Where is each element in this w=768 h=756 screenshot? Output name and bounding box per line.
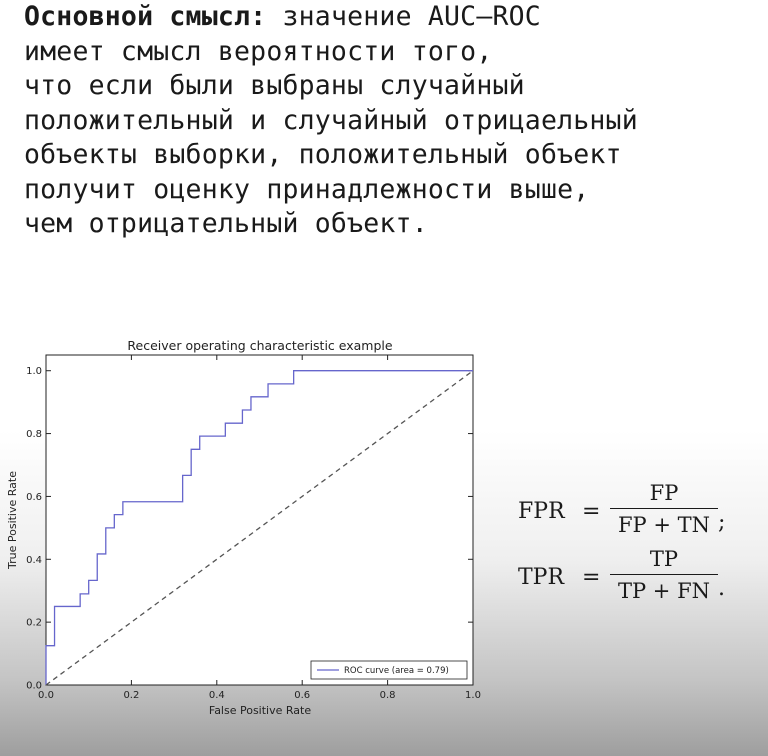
- y-tick-label-1: 0.2: [26, 618, 42, 629]
- x-tick-label-2: 0.4: [209, 690, 225, 701]
- y-tick-label-3: 0.6: [26, 492, 42, 503]
- text-line-2: имеет смысл вероятности того,: [24, 35, 493, 67]
- tpr-denominator: TP + FN: [617, 579, 711, 603]
- fpr-fraction: FP FP + TN: [610, 480, 718, 538]
- series-layer: [45, 370, 474, 686]
- fpr-lhs: FPR: [518, 499, 565, 524]
- chart-title: Receiver operating characteristic exampl…: [127, 338, 393, 353]
- y-tick-label-5: 1.0: [26, 366, 42, 377]
- y-tick-label-4: 0.8: [26, 429, 42, 440]
- y-tick-label-2: 0.4: [26, 555, 42, 566]
- x-axis-label: False Positive Rate: [209, 704, 311, 717]
- y-axis-label: True Positive Rate: [6, 471, 19, 570]
- axis-ticks: 0.0 0.2 0.4 0.6 0.8 1.0 0.0 0.2 0.4 0.6 0.8 1.0: [26, 355, 481, 701]
- tpr-fraction-bar: [610, 574, 718, 575]
- fpr-denominator: FP + TN: [617, 513, 711, 537]
- y-tick-label-0: 0.0: [26, 681, 42, 692]
- x-tick-label-1: 0.2: [123, 690, 139, 701]
- text-line-4: положительный и случайный отрицаельный: [24, 104, 638, 136]
- tpr-numerator: TP: [649, 547, 679, 571]
- tpr-formula: TPR = TP TP + FN .: [518, 546, 768, 606]
- tpr-eq: =: [582, 565, 601, 590]
- text-line-3: что если были выбраны случайный: [24, 70, 525, 101]
- text-line-6: получит оценку принадлежности выше,: [24, 173, 590, 205]
- plot-frame: [45, 354, 474, 686]
- x-tick-label-0: 0.0: [38, 690, 54, 701]
- fpr-eq: =: [582, 499, 601, 524]
- roc-chart: Receiver operating characteristic exampl…: [6, 338, 481, 717]
- tpr-punct: .: [718, 576, 725, 601]
- tpr-fraction: TP TP + FN: [610, 546, 718, 604]
- text-line-1: Основной смысл: значение AUC–ROC: [24, 0, 768, 35]
- fpr-fraction-bar: [610, 508, 718, 509]
- x-tick-label-5: 1.0: [465, 690, 481, 701]
- text-line-1-rest: значение AUC–ROC: [266, 1, 541, 32]
- fpr-punct: ;: [718, 510, 726, 535]
- x-tick-label-4: 0.8: [380, 690, 396, 701]
- x-tick-label-3: 0.6: [294, 690, 310, 701]
- fpr-numerator: FP: [649, 481, 679, 505]
- chance-diagonal-line: [45, 370, 474, 686]
- legend: ROC curve (area = 0.79): [310, 660, 468, 680]
- bold-lead: Основной смысл:: [24, 1, 267, 32]
- roc-curve-line: [45, 370, 473, 685]
- legend-label: ROC curve (area = 0.79): [344, 666, 449, 676]
- description-text: Основной смысл: значение AUC–ROC имеет с…: [24, 0, 768, 242]
- text-line-5: объекты выборки, положительный объект: [24, 139, 622, 170]
- fpr-formula: FPR = FP FP + TN ;: [518, 480, 768, 540]
- tpr-lhs: TPR: [518, 565, 565, 590]
- text-line-7: чем отрицательный объект.: [24, 208, 428, 239]
- legend-box: [310, 660, 468, 680]
